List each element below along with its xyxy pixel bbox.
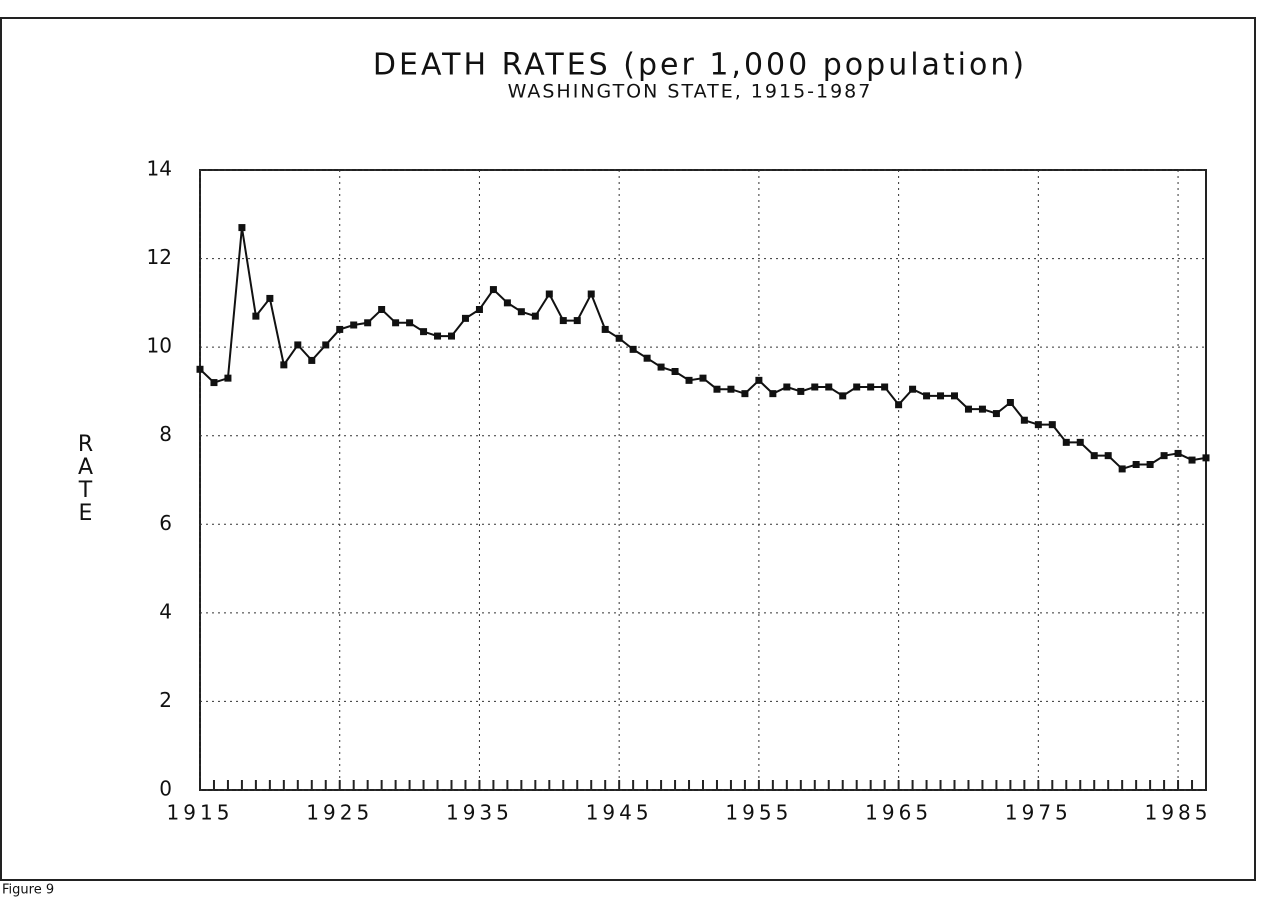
point <box>1034 421 1042 429</box>
y-tick-label: 0 <box>159 777 172 801</box>
x-tick-label: 1975 <box>1005 801 1072 825</box>
x-tick-label: 1985 <box>1145 801 1212 825</box>
point <box>573 317 581 325</box>
frame <box>0 17 1256 881</box>
point <box>1132 461 1140 468</box>
point <box>1146 461 1154 468</box>
y-tick-label: 14 <box>147 157 172 181</box>
point <box>1104 452 1112 460</box>
point <box>797 387 805 395</box>
point <box>280 361 288 369</box>
point <box>657 363 665 371</box>
point <box>1006 399 1014 406</box>
point <box>448 332 455 340</box>
point <box>1090 452 1098 460</box>
point <box>643 354 651 362</box>
point <box>937 392 945 400</box>
point <box>545 290 553 298</box>
point <box>322 341 330 349</box>
x-tick-label: 1965 <box>865 801 932 825</box>
point <box>420 328 428 336</box>
point <box>867 383 875 391</box>
point <box>587 290 595 298</box>
y-tick-label: 4 <box>159 599 172 623</box>
point <box>252 312 260 320</box>
point <box>951 392 958 400</box>
point <box>713 385 721 393</box>
point <box>1188 456 1196 464</box>
point <box>964 405 972 413</box>
chart-subtitle: WASHINGTON STATE, 1915-1987 <box>508 81 873 103</box>
point <box>1020 416 1028 424</box>
point <box>434 332 442 340</box>
x-tick-label: 1915 <box>167 801 234 825</box>
point <box>839 392 847 400</box>
point <box>266 294 274 302</box>
point <box>699 374 707 382</box>
point <box>378 306 386 313</box>
point <box>1174 449 1182 457</box>
point <box>741 390 749 398</box>
y-tick-label: 8 <box>159 422 172 446</box>
point <box>601 325 609 333</box>
line <box>199 227 1207 471</box>
point <box>461 314 469 322</box>
point <box>238 224 246 232</box>
point <box>727 385 735 393</box>
point <box>923 392 931 400</box>
y-tick-label: 12 <box>147 245 172 269</box>
point <box>825 383 833 391</box>
point <box>559 317 567 325</box>
point <box>1118 465 1126 473</box>
point <box>350 321 358 329</box>
point <box>224 374 232 382</box>
point <box>1076 438 1084 446</box>
point <box>1048 421 1056 429</box>
y-axis-label: RATE <box>73 432 98 524</box>
point <box>895 401 903 409</box>
point <box>978 405 986 413</box>
point <box>210 379 218 387</box>
point <box>811 383 819 391</box>
x-tick-label: 1925 <box>306 801 373 825</box>
point <box>685 376 693 384</box>
point <box>489 286 497 294</box>
point <box>992 410 1000 418</box>
point <box>615 334 623 342</box>
point <box>308 356 316 364</box>
point <box>336 325 344 333</box>
point <box>196 365 204 373</box>
point <box>1062 438 1070 446</box>
plot-area <box>199 169 1207 791</box>
point <box>392 319 400 327</box>
point <box>671 368 679 375</box>
point <box>517 308 525 316</box>
chart-title: DEATH RATES (per 1,000 population) <box>373 48 1027 83</box>
point <box>629 345 637 353</box>
point <box>853 383 861 391</box>
point <box>909 385 917 393</box>
y-tick-label: 6 <box>159 511 172 535</box>
point <box>531 312 539 320</box>
x-tick-label: 1955 <box>725 801 792 825</box>
point <box>503 299 511 307</box>
y-tick-label: 2 <box>159 688 172 712</box>
x-tick-label: 1935 <box>446 801 513 825</box>
point <box>475 306 483 313</box>
figure-note: Figure 9 <box>2 883 54 897</box>
point <box>755 376 763 384</box>
point <box>783 383 791 391</box>
point <box>769 390 777 398</box>
point <box>1202 454 1210 462</box>
point <box>881 383 889 391</box>
point <box>294 341 302 349</box>
x-tick-label: 1945 <box>586 801 653 825</box>
point <box>1160 452 1168 460</box>
point <box>364 319 372 327</box>
y-tick-label: 10 <box>147 334 172 358</box>
point <box>406 319 414 327</box>
